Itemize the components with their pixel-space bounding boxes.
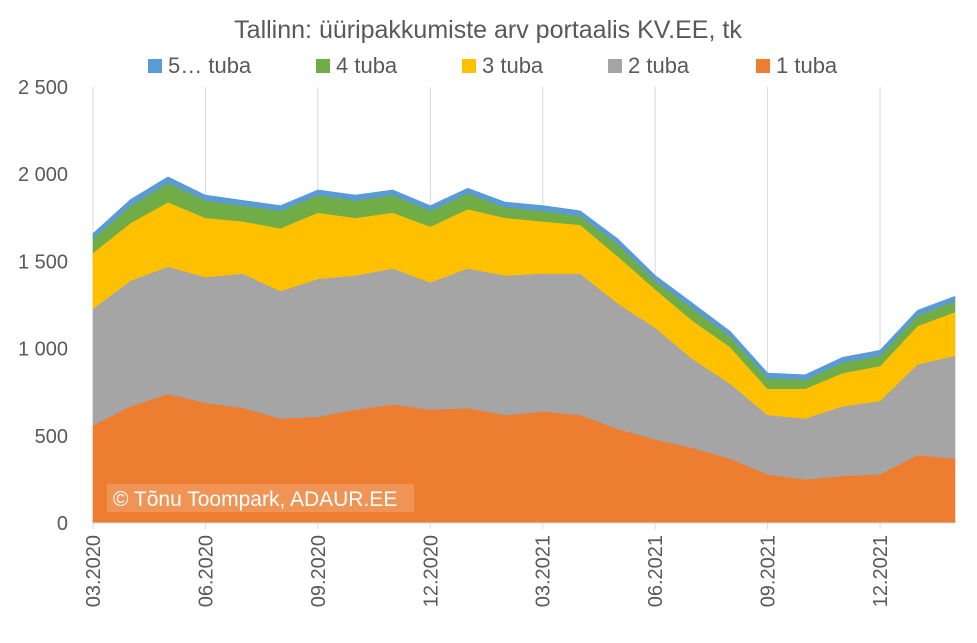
legend-label-0: 5… tuba: [168, 53, 252, 78]
watermark-text: © Tõnu Toompark, ADAUR.EE: [113, 488, 397, 511]
legend-swatch-4: [756, 59, 770, 73]
legend-label-2: 3 tuba: [482, 53, 544, 78]
y-tick-label-5: 2 500: [18, 77, 68, 99]
series-area-4: [92, 176, 956, 381]
legend-label-1: 4 tuba: [336, 53, 398, 78]
y-axis: 0 500 1 000 1 500 2 000 2 500: [18, 77, 68, 535]
x-tick-label-1: 06.2020: [195, 535, 217, 607]
y-tick-label-1: 500: [35, 426, 68, 448]
legend-label-3: 2 tuba: [628, 53, 690, 78]
x-axis: 03.2020 06.2020 09.2020 12.2020 03.2021 06.20…: [83, 523, 892, 607]
legend-swatch-1: [316, 59, 330, 73]
legend-swatch-2: [462, 59, 476, 73]
legend-swatch-3: [608, 59, 622, 73]
watermark-box: [107, 484, 414, 512]
watermark: © Tõnu Toompark, ADAUR.EE: [107, 484, 414, 512]
x-tick-label-0: 03.2020: [83, 535, 105, 607]
y-tick-label-4: 2 000: [18, 164, 68, 186]
y-tick-label-0: 0: [57, 513, 68, 535]
x-tick-label-3: 12.2020: [420, 535, 442, 607]
series-areas: [92, 176, 956, 524]
legend: 5… tuba 4 tuba 3 tuba 2 tuba 1 tuba: [148, 53, 838, 78]
y-tick-label-2: 1 000: [18, 339, 68, 361]
x-tick-label-2: 09.2020: [308, 535, 330, 607]
x-tick-label-5: 06.2021: [645, 535, 667, 607]
x-tick-label-4: 03.2021: [533, 535, 555, 607]
legend-label-4: 1 tuba: [776, 53, 838, 78]
y-tick-label-3: 1 500: [18, 251, 68, 273]
x-tick-label-6: 09.2021: [758, 535, 780, 607]
x-tick-label-7: 12.2021: [870, 535, 892, 607]
legend-swatch-0: [148, 59, 162, 73]
chart-title: Tallinn: üüripakkumiste arv portaalis KV…: [234, 16, 742, 44]
